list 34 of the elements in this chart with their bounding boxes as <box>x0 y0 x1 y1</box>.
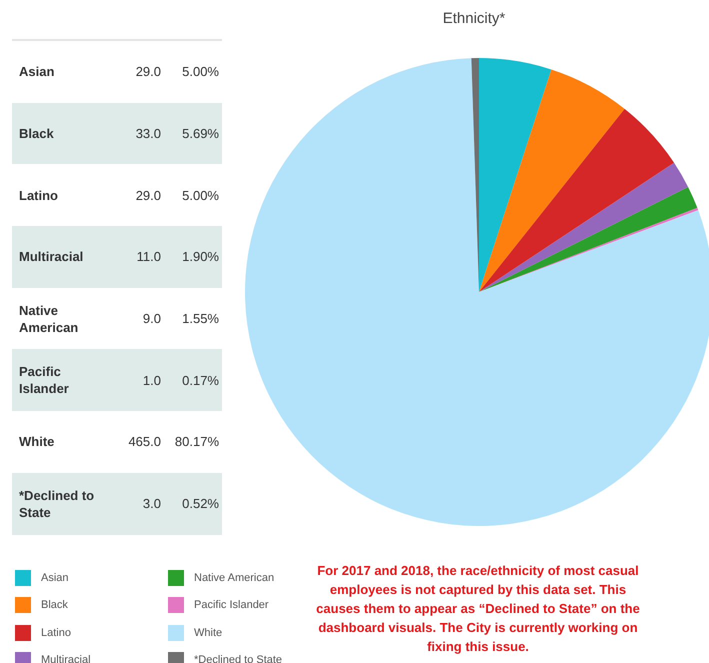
legend-label: White <box>194 626 222 639</box>
text: 5.69% <box>182 126 219 142</box>
category-label: Native American <box>19 302 78 335</box>
legend-label: Asian <box>41 572 69 584</box>
text: 1.90% <box>182 249 219 264</box>
legend-label: *Declined to State <box>194 654 282 663</box>
legend-label: Black <box>41 599 68 612</box>
legend-label: Latino <box>41 626 71 639</box>
category-label: Black <box>19 126 54 142</box>
category-label: Latino <box>19 188 58 203</box>
text: 29.0 <box>136 188 161 203</box>
text: 1.0 <box>142 372 161 388</box>
text: 0.17% <box>182 372 219 388</box>
text: 29.0 <box>136 64 161 80</box>
category-label: Pacific Islander <box>19 364 69 396</box>
category-label: Asian <box>19 64 54 80</box>
text: 465.0 <box>128 434 161 450</box>
chart-title: Ethnicity* <box>442 10 506 27</box>
text: 11.0 <box>136 249 161 264</box>
text: 5.00% <box>182 188 219 203</box>
text: For 2017 and 2018, the race/ethnicity of most casual employees is not captured by this data set. This causes them to appear as “Declined to State” on the dashboard visuals. The City is currently working on fixing this issue. <box>315 562 641 656</box>
text: 1.55% <box>182 311 219 326</box>
text: 5.00% <box>182 64 219 80</box>
text: 80.17% <box>174 434 219 450</box>
category-label: Multiracial <box>19 249 84 264</box>
legend-label: Native American <box>194 572 274 584</box>
text: 9.0 <box>142 311 161 326</box>
legend-label: Multiracial <box>41 654 91 663</box>
category-label: *Declined to State <box>19 488 94 520</box>
text: 0.52% <box>182 496 219 512</box>
text: 3.0 <box>142 496 161 512</box>
text: 33.0 <box>136 126 161 142</box>
legend-label: Pacific Islander <box>194 599 269 612</box>
slice-label: White <box>18 433 56 450</box>
